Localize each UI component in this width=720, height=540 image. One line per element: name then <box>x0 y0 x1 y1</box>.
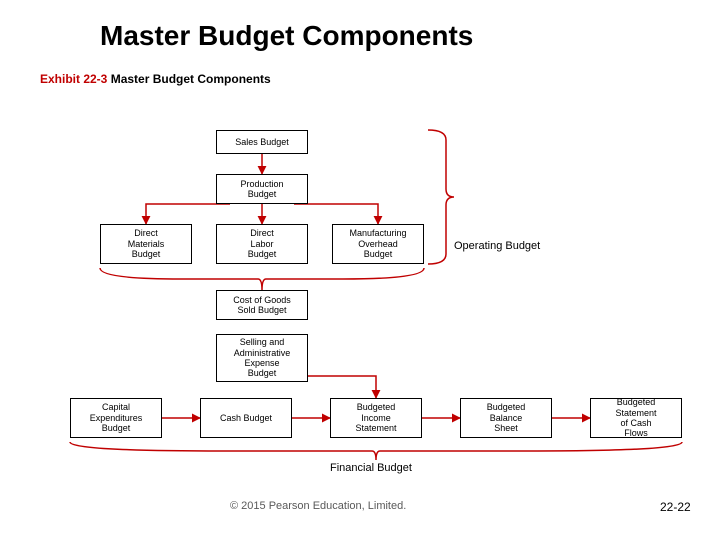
node-cash: Cash Budget <box>200 398 292 438</box>
financial-label: Financial Budget <box>330 462 412 474</box>
edge-sga-income <box>308 376 376 398</box>
node-cogs: Cost of GoodsSold Budget <box>216 290 308 320</box>
node-moh: ManufacturingOverheadBudget <box>332 224 424 264</box>
page-title: Master Budget Components <box>100 20 473 52</box>
node-capex: CapitalExpendituresBudget <box>70 398 162 438</box>
node-dm: DirectMaterialsBudget <box>100 224 192 264</box>
edge-prod-moh <box>294 204 378 224</box>
bracket-financial <box>70 442 682 460</box>
node-prod: ProductionBudget <box>216 174 308 204</box>
exhibit-name: Master Budget Components <box>107 72 270 86</box>
node-sga: Selling andAdministrativeExpenseBudget <box>216 334 308 382</box>
exhibit-number: Exhibit 22-3 <box>40 72 107 86</box>
edge-prod-dm <box>146 204 230 224</box>
bracket-operating <box>428 130 454 264</box>
exhibit-caption: Exhibit 22-3 Master Budget Components <box>40 72 271 86</box>
node-cashflow: BudgetedStatementof CashFlows <box>590 398 682 438</box>
operating-label: Operating Budget <box>454 240 540 252</box>
node-balance: BudgetedBalanceSheet <box>460 398 552 438</box>
page-number: 22-22 <box>660 500 691 514</box>
copyright-text: © 2015 Pearson Education, Limited. <box>230 500 406 512</box>
bracket-cogs-merge <box>100 268 424 290</box>
node-sales: Sales Budget <box>216 130 308 154</box>
node-dl: DirectLaborBudget <box>216 224 308 264</box>
node-income: BudgetedIncomeStatement <box>330 398 422 438</box>
slide: Master Budget Components Exhibit 22-3 Ma… <box>0 0 720 540</box>
